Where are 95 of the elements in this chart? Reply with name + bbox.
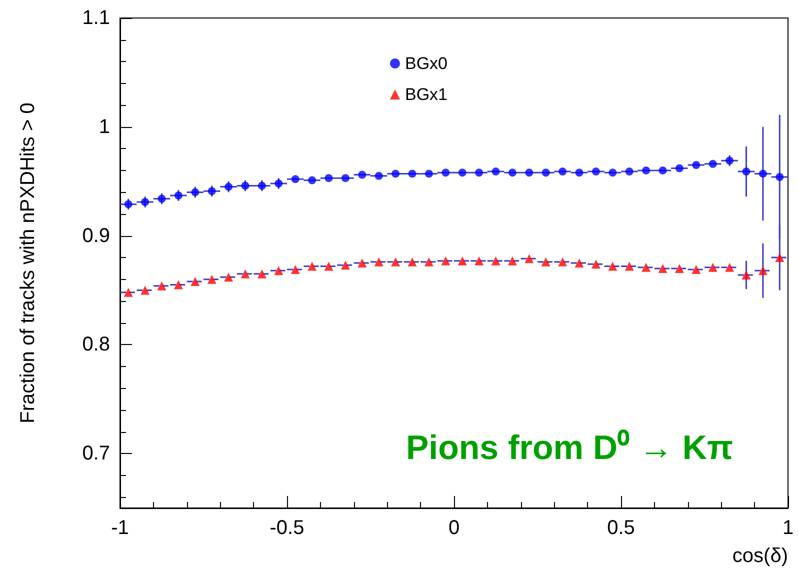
point <box>692 265 701 274</box>
point <box>158 194 166 203</box>
y-tick-label: 1 <box>98 116 110 138</box>
point <box>174 191 182 200</box>
point <box>408 170 416 178</box>
point <box>240 269 250 278</box>
point <box>758 170 767 178</box>
y-axis-title: Fraction of tracks with nPXDHits > 0 <box>17 102 39 424</box>
point <box>224 272 234 282</box>
point <box>241 182 250 190</box>
point <box>608 262 618 271</box>
x-axis-title: cos(δ) <box>732 545 788 567</box>
annotation: Pions from D⁰ → Kπ <box>406 429 734 467</box>
point <box>525 168 534 177</box>
point <box>124 200 132 208</box>
point <box>324 174 333 182</box>
point <box>191 188 200 196</box>
point <box>674 264 684 273</box>
point <box>174 280 183 290</box>
point <box>424 257 434 266</box>
point <box>290 265 300 274</box>
point <box>224 182 233 191</box>
point <box>776 172 784 181</box>
point <box>308 176 316 184</box>
point <box>508 168 516 177</box>
legend-label: BGx1 <box>405 85 448 104</box>
y-tick-label: 0.8 <box>82 334 110 356</box>
x-tick-label: 1 <box>782 517 794 539</box>
point <box>675 164 684 172</box>
point <box>442 168 450 177</box>
point <box>391 257 400 266</box>
point <box>592 168 600 176</box>
point <box>608 168 617 177</box>
point <box>591 260 600 269</box>
y-tick-label: 1.1 <box>82 7 110 29</box>
point <box>124 288 133 297</box>
point <box>374 172 383 180</box>
point <box>358 258 367 268</box>
point <box>558 257 568 266</box>
point <box>408 257 417 266</box>
point <box>141 198 150 206</box>
point <box>424 170 433 178</box>
point <box>692 161 700 169</box>
point <box>441 256 450 266</box>
point <box>575 168 584 177</box>
point <box>340 260 350 270</box>
point <box>624 262 634 271</box>
point <box>308 262 317 271</box>
point <box>708 262 718 272</box>
point <box>341 174 350 182</box>
point <box>625 168 634 176</box>
point <box>374 257 384 266</box>
x-tick-label: -0.5 <box>270 517 304 539</box>
x-tick-label: 0 <box>448 517 460 539</box>
point <box>541 257 550 266</box>
x-tick-label: -1 <box>111 517 129 539</box>
point <box>574 258 584 268</box>
point <box>558 168 567 176</box>
point <box>324 262 334 271</box>
point <box>708 160 717 168</box>
point <box>492 168 500 176</box>
point <box>642 166 650 174</box>
point <box>742 270 751 280</box>
point <box>491 256 500 266</box>
point <box>258 182 266 190</box>
point <box>474 256 484 266</box>
point <box>392 170 400 178</box>
point <box>542 168 550 177</box>
point <box>140 286 150 295</box>
point <box>274 266 284 276</box>
point <box>658 264 668 273</box>
point <box>775 253 784 262</box>
x-tick-label: 0.5 <box>607 517 635 539</box>
point <box>726 156 734 165</box>
point <box>658 166 667 174</box>
point <box>758 266 768 276</box>
point <box>207 274 216 284</box>
point <box>274 180 283 188</box>
point <box>358 170 366 179</box>
point <box>208 187 216 196</box>
point <box>725 262 734 272</box>
point <box>458 168 466 177</box>
point <box>508 256 517 266</box>
point <box>257 269 266 278</box>
y-tick-label: 0.7 <box>82 442 110 465</box>
point <box>475 168 484 177</box>
point <box>190 277 200 286</box>
legend-label: BGx0 <box>405 54 448 73</box>
point <box>742 168 750 176</box>
point <box>157 281 166 290</box>
point <box>291 175 300 184</box>
y-tick-label: 0.9 <box>82 224 110 247</box>
point <box>458 256 467 266</box>
point <box>642 262 651 272</box>
point <box>524 254 534 264</box>
